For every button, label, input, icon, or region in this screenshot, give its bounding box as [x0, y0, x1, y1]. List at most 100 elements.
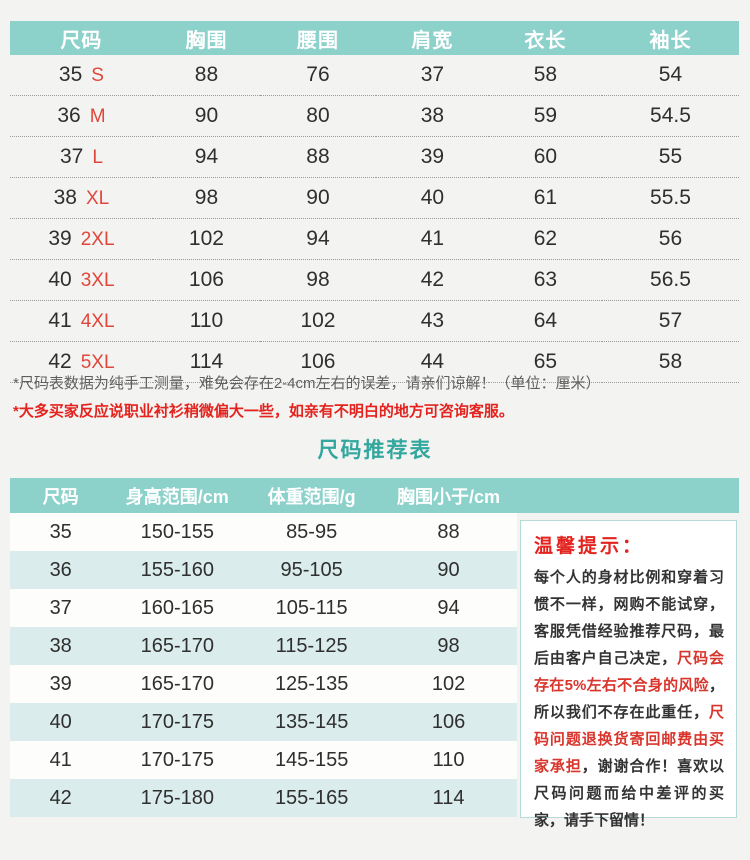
measure-table-row: 35 S 88 76 37 58 54 [10, 55, 739, 96]
length-cell: 59 [488, 95, 602, 137]
sleeve-cell: 57 [601, 300, 739, 342]
measure-table-row: 42 5XL 114 106 44 65 58 [10, 341, 739, 383]
size-letter: L [92, 147, 103, 168]
header-sleeve: 袖长 [601, 21, 739, 55]
size-letter: 3XL [80, 270, 115, 291]
recommend-cell: 170-175 [140, 748, 214, 771]
chest-cell: 106 [152, 259, 261, 301]
chest-cell: 110 [152, 300, 261, 342]
recommend-table-row: 36 155-160 95-105 90 [10, 551, 517, 589]
measurement-note: *尺码表数据为纯手工测量，难免会存在2-4cm左右的误差，请亲们谅解！（单位：厘… [13, 375, 601, 392]
size-cell: 35 S [10, 55, 153, 96]
size-number: 42 [48, 350, 72, 373]
size-letter: M [89, 106, 106, 127]
size-letter: 4XL [80, 311, 115, 332]
size-cell: 39 2XL [10, 218, 153, 260]
size-cell: 37 L [10, 136, 153, 178]
recommend-cell: 155-165 [274, 786, 349, 809]
recommend-cell: 37 [49, 596, 72, 619]
recommend-cell: 170-175 [140, 710, 214, 733]
recommend-cell: 150-155 [140, 520, 214, 543]
tips-highlight-text: 尺码问题退换货寄回邮费由买家承担 [534, 704, 724, 775]
tips-text: 每个人的身材比例和穿着习惯不一样，网购不能试穿，客服凭借经验推荐尺码，最后由客户… [534, 569, 724, 667]
waist-cell: 90 [260, 177, 376, 219]
recommend-cell: 95-105 [280, 558, 343, 581]
recommend-cell: 35 [49, 520, 72, 543]
recommend-cell: 114 [432, 786, 465, 809]
shoulder-cell: 44 [375, 341, 489, 383]
size-letter: 5XL [80, 352, 115, 373]
chest-cell: 90 [152, 95, 261, 137]
chest-cell: 102 [152, 218, 261, 260]
rec-header-chest: 胸围小于/cm [397, 486, 501, 507]
recommend-cell: 102 [431, 672, 466, 695]
shoulder-cell: 41 [375, 218, 489, 260]
fit-note: *大多买家反应说职业衬衫稍微偏大一些，如亲有不明白的地方可咨询客服。 [13, 403, 514, 420]
size-number: 39 [48, 227, 72, 250]
measure-table-row: 41 4XL 110 102 43 64 57 [10, 300, 739, 342]
size-number: 35 [58, 63, 83, 86]
tips-highlight-text: 尺码会存在5%左右不合身的风险 [534, 650, 724, 694]
size-cell: 41 4XL [10, 300, 153, 342]
size-number: 41 [48, 309, 72, 332]
rec-header-height: 身高范围/cm [125, 486, 229, 507]
recommend-cell: 41 [49, 748, 72, 771]
header-waist: 腰围 [260, 21, 376, 55]
recommend-table-rows: 35 150-155 85-95 88 36 155-160 95-105 90 37 160-1… [10, 513, 517, 817]
recommend-cell: 85-95 [286, 520, 338, 543]
recommend-table-row: 41 170-175 145-155 110 [10, 741, 517, 779]
measure-table-body: 35 S 88 76 37 58 54 36 M 90 80 38 59 54.5 37 L 94 88 39 60 5… [10, 55, 739, 383]
size-number: 38 [53, 186, 77, 209]
recommend-table-row: 40 170-175 135-145 106 [10, 703, 517, 741]
recommend-cell: 125-135 [274, 672, 349, 695]
waist-cell: 80 [260, 95, 376, 137]
recommend-cell: 42 [49, 786, 72, 809]
shoulder-cell: 43 [375, 300, 489, 342]
shoulder-cell: 37 [375, 55, 489, 96]
recommend-cell: 105-115 [275, 596, 348, 619]
sleeve-cell: 55.5 [601, 177, 739, 219]
sleeve-cell: 54.5 [601, 95, 739, 137]
length-cell: 61 [488, 177, 602, 219]
recommend-table-title: 尺码推荐表 [317, 439, 433, 462]
recommend-cell: 115-125 [275, 634, 348, 657]
recommend-cell: 155-160 [140, 558, 214, 581]
recommend-table-header: 尺码 身高范围/cm 体重范围/g 胸围小于/cm [10, 478, 739, 513]
measure-table-row: 36 M 90 80 38 59 54.5 [10, 95, 739, 137]
size-cell: 42 5XL [10, 341, 153, 383]
recommend-table-row: 38 165-170 115-125 98 [10, 627, 517, 665]
measure-table-row: 39 2XL 102 94 41 62 56 [10, 218, 739, 260]
measure-table-row: 37 L 94 88 39 60 55 [10, 136, 739, 178]
recommend-cell: 98 [437, 634, 460, 657]
header-size: 尺码 [10, 21, 153, 55]
length-cell: 65 [488, 341, 602, 383]
recommend-table-row: 42 175-180 155-165 114 [10, 779, 517, 817]
recommend-cell: 175-180 [140, 786, 214, 809]
sleeve-cell: 56 [601, 218, 739, 260]
length-cell: 63 [488, 259, 602, 301]
length-cell: 64 [488, 300, 602, 342]
recommend-cell: 165-170 [140, 672, 214, 695]
recommend-cell: 39 [49, 672, 72, 695]
recommend-cell: 160-165 [140, 596, 214, 619]
waist-cell: 94 [260, 218, 376, 260]
recommend-cell: 36 [49, 558, 72, 581]
waist-cell: 76 [260, 55, 376, 96]
recommend-header-cells: 尺码 身高范围/cm 体重范围/g 胸围小于/cm [10, 483, 517, 509]
sleeve-cell: 58 [601, 341, 739, 383]
sleeve-cell: 54 [601, 55, 739, 96]
recommend-cell: 145-155 [274, 748, 349, 771]
recommend-table-row: 35 150-155 85-95 88 [10, 513, 517, 551]
tips-panel: 温馨提示： 每个人的身材比例和穿着习惯不一样，网购不能试穿，客服凭借经验推荐尺码… [520, 520, 737, 829]
tips-title: 温馨提示： [534, 536, 645, 557]
recommend-cell: 135-145 [274, 710, 349, 733]
shoulder-cell: 40 [375, 177, 489, 219]
waist-cell: 106 [260, 341, 376, 383]
sleeve-cell: 55 [601, 136, 739, 178]
header-shoulder: 肩宽 [375, 21, 489, 55]
measure-table-row: 38 XL 98 90 40 61 55.5 [10, 177, 739, 219]
rec-header-weight: 体重范围/g [267, 486, 356, 507]
shoulder-cell: 39 [375, 136, 489, 178]
recommend-cell: 94 [437, 596, 460, 619]
chest-cell: 88 [152, 55, 261, 96]
